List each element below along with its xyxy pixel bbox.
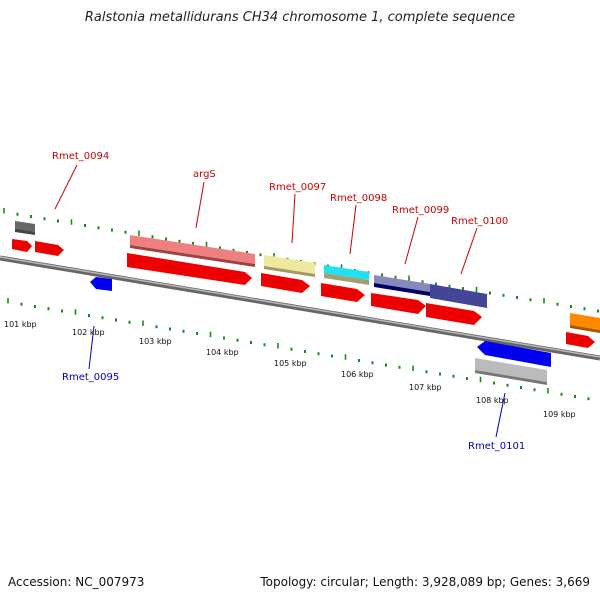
scale-label-107: 107 kbp bbox=[409, 383, 442, 392]
scale-label-108: 108 kbp bbox=[476, 396, 509, 405]
feature-rmet-0101-gene[interactable] bbox=[477, 341, 551, 367]
accession-text: Accession: NC_007973 bbox=[8, 575, 145, 589]
cds-rmet-0099[interactable] bbox=[371, 293, 426, 314]
scale-label-103: 103 kbp bbox=[139, 337, 172, 346]
cds-rmet-0098[interactable] bbox=[321, 283, 365, 302]
scale-labels: 101 kbp 102 kbp 103 kbp 104 kbp 105 kbp … bbox=[4, 320, 576, 419]
leader-rmet-0101 bbox=[495, 392, 506, 438]
scale-label-109: 109 kbp bbox=[543, 410, 576, 419]
feature-rmet-0097-gene[interactable] bbox=[264, 255, 315, 277]
cds-rmet-0100[interactable] bbox=[426, 303, 482, 325]
feature-rmet-0100-gene[interactable] bbox=[430, 284, 487, 308]
gene-label-rmet-0099[interactable]: Rmet_0099 bbox=[392, 205, 449, 216]
feature-rmet-0095-gene[interactable] bbox=[90, 277, 112, 291]
forward-tick-track bbox=[3, 208, 599, 313]
feature-rmet-0094-gene[interactable] bbox=[15, 221, 35, 235]
leader-rmet-0097 bbox=[291, 193, 296, 244]
summary-text: Topology: circular; Length: 3,928,089 bp… bbox=[260, 575, 590, 589]
scale-label-106: 106 kbp bbox=[341, 370, 374, 379]
feature-rmet-0099-gene[interactable] bbox=[374, 275, 430, 296]
feature-rmet-0101-grey[interactable] bbox=[475, 358, 547, 385]
scale-label-101: 101 kbp bbox=[4, 320, 37, 329]
leader-args bbox=[195, 181, 205, 229]
gene-label-rmet-0097[interactable]: Rmet_0097 bbox=[269, 182, 326, 193]
gene-labels: Rmet_0094 argS Rmet_0097 Rmet_0098 Rmet_… bbox=[52, 151, 525, 452]
chromosome-backbone bbox=[0, 255, 600, 361]
cds-rmet-0097[interactable] bbox=[261, 273, 310, 293]
gene-label-args[interactable]: argS bbox=[193, 169, 216, 180]
feature-args-gene[interactable] bbox=[130, 235, 255, 267]
leader-rmet-0094 bbox=[54, 164, 78, 210]
gene-label-rmet-0095[interactable]: Rmet_0095 bbox=[62, 372, 119, 383]
gene-label-rmet-0100[interactable]: Rmet_0100 bbox=[451, 216, 508, 227]
scale-label-102: 102 kbp bbox=[72, 328, 105, 337]
scale-label-105: 105 kbp bbox=[274, 359, 307, 368]
feature-rmet-0098-gene[interactable] bbox=[324, 265, 369, 285]
reverse-features bbox=[90, 277, 551, 385]
leader-lines bbox=[54, 164, 506, 438]
leader-rmet-0099 bbox=[404, 216, 419, 265]
feature-edge-orange[interactable] bbox=[570, 313, 600, 333]
gene-label-rmet-0101[interactable]: Rmet_0101 bbox=[468, 441, 525, 452]
forward-features bbox=[12, 221, 600, 348]
cds-rmet-0094-a[interactable] bbox=[12, 239, 32, 252]
leader-rmet-0095 bbox=[88, 325, 95, 370]
leader-rmet-0098 bbox=[349, 204, 357, 255]
gene-label-rmet-0098[interactable]: Rmet_0098 bbox=[330, 193, 387, 204]
cds-rmet-0094-b[interactable] bbox=[35, 241, 64, 256]
cds-args[interactable] bbox=[127, 253, 252, 285]
reverse-tick-track bbox=[7, 298, 590, 401]
leader-rmet-0100 bbox=[460, 227, 478, 275]
map-title: Ralstonia metallidurans CH34 chromosome … bbox=[84, 10, 516, 25]
scale-label-104: 104 kbp bbox=[206, 348, 239, 357]
cds-edge-right[interactable] bbox=[566, 332, 595, 348]
gene-label-rmet-0094[interactable]: Rmet_0094 bbox=[52, 151, 109, 162]
